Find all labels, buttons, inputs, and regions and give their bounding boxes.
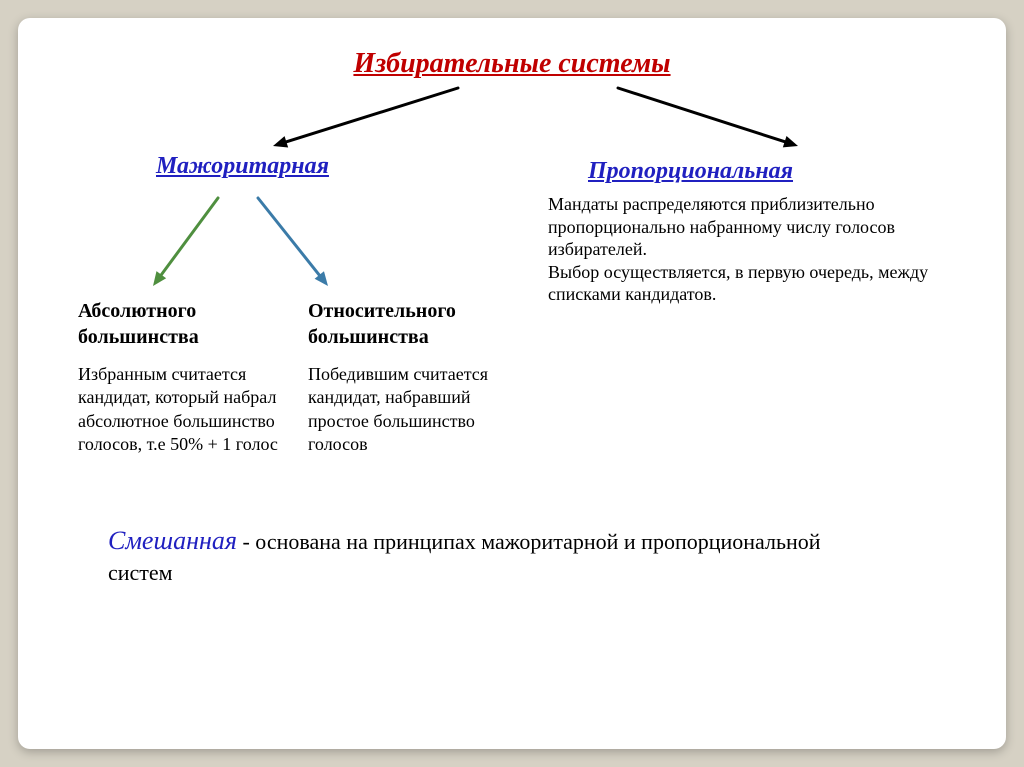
relative-majority-description: Победившим считается кандидат, набравший… — [308, 363, 518, 457]
absolute-majority-description: Избранным считается кандидат, который на… — [78, 363, 293, 457]
mixed-label: Смешанная — [108, 526, 237, 555]
heading-majoritarian: Мажоритарная — [156, 153, 329, 180]
mixed-system-row: Смешанная - основана на принципах мажори… — [108, 523, 828, 588]
proportional-description: Мандаты распределяются приблизительно пр… — [548, 193, 968, 306]
diagram-title: Избирательные системы — [58, 48, 966, 80]
slide-card: Избирательные системы Мажоритарная Пропо… — [18, 18, 1006, 749]
absolute-majority-title: Абсолютного большинства — [78, 298, 288, 350]
relative-majority-title: Относительного большинства — [308, 298, 518, 350]
heading-proportional: Пропорциональная — [588, 158, 793, 185]
